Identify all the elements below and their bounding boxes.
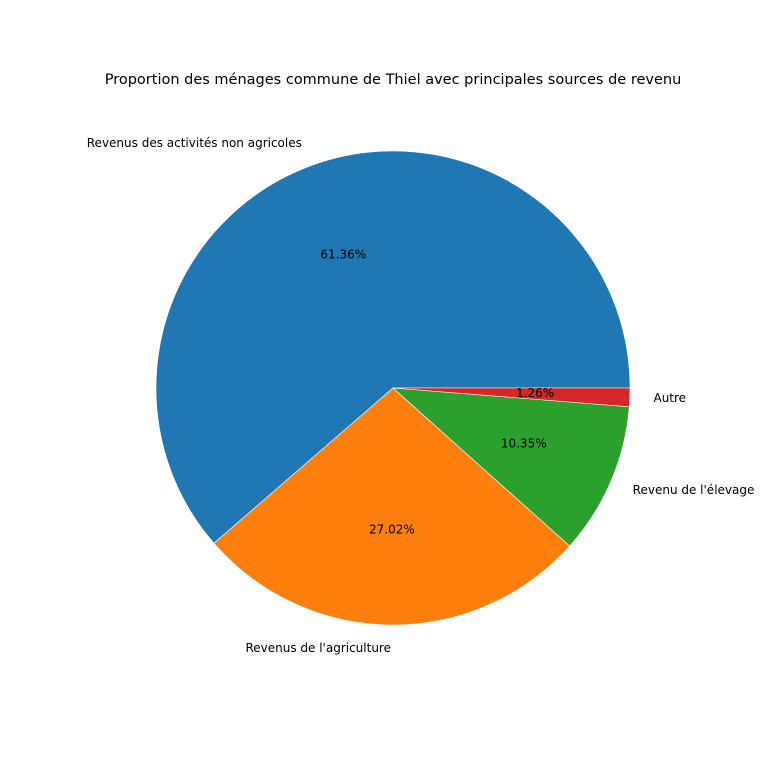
slice-label-autre: Autre: [653, 391, 686, 405]
pie-slice-autre: [392, 387, 631, 408]
slice-label-revenus-des-activites-non-agricoles: Revenus des activités non agricoles: [87, 136, 302, 150]
pie-slice-revenus-des-activites-non-agricoles: [155, 150, 631, 544]
chart-title: Proportion des ménages commune de Thiel …: [105, 72, 682, 88]
pie-labels: Revenus des activités non agricoles 61.36…: [87, 136, 755, 655]
slice-label-revenu-de-l-elevage: Revenu de l'élevage: [633, 483, 755, 497]
pct-label-revenus-de-l-agriculture: 27.02%: [369, 523, 415, 537]
pct-label-autre: 1.26%: [516, 386, 554, 400]
pie-slice-revenus-de-l-agriculture: [213, 387, 571, 626]
pct-label-revenu-de-l-elevage: 10.35%: [501, 436, 547, 450]
pie-slices: [155, 150, 631, 626]
slice-label-revenus-de-l-agriculture: Revenus de l'agriculture: [245, 641, 391, 655]
pie-slice-revenu-de-l-elevage: [392, 387, 630, 547]
pct-label-revenus-des-activites-non-agricoles: 61.36%: [320, 247, 366, 261]
